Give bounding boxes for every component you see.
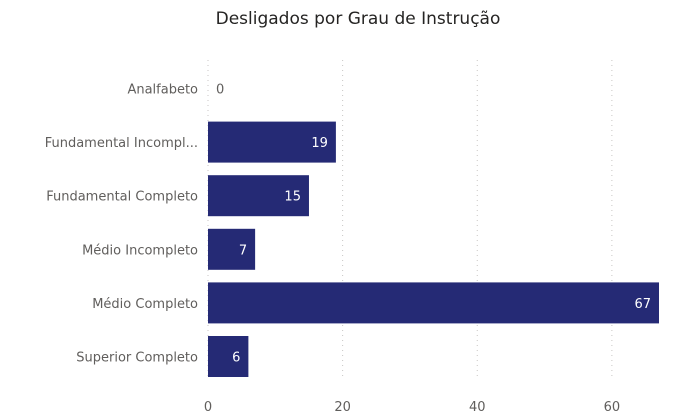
- bar: [208, 228, 256, 270]
- x-tick-label: 0: [204, 400, 212, 415]
- category-label: Fundamental Incompl...: [45, 136, 198, 151]
- category-labels: Analfabeto Fundamental Incompl... Fundamen…: [45, 83, 198, 366]
- bar: [208, 175, 309, 217]
- data-label: 15: [284, 190, 301, 205]
- category-label: Fundamental Completo: [46, 190, 198, 205]
- data-label: 19: [311, 136, 328, 151]
- bar: [208, 282, 659, 324]
- x-axis-ticks: 0 20 40 60: [204, 400, 620, 415]
- bars: [208, 121, 659, 377]
- x-tick-label: 60: [604, 400, 621, 415]
- category-label: Médio Completo: [92, 297, 198, 312]
- chart-title: Desligados por Grau de Instrução: [216, 9, 501, 29]
- data-label: 6: [232, 351, 240, 366]
- category-label: Analfabeto: [127, 83, 198, 98]
- x-tick-label: 20: [334, 400, 351, 415]
- category-label: Médio Incompleto: [82, 243, 198, 258]
- bar: [208, 336, 249, 377]
- category-label: Superior Completo: [76, 351, 198, 366]
- data-labels: 0 19 15 7 67 6: [216, 83, 651, 366]
- data-label: 7: [239, 243, 247, 258]
- bar: [208, 121, 336, 163]
- x-tick-label: 40: [469, 400, 486, 415]
- data-label: 67: [634, 297, 651, 312]
- grid-lines: [207, 60, 613, 378]
- data-label: 0: [216, 83, 224, 98]
